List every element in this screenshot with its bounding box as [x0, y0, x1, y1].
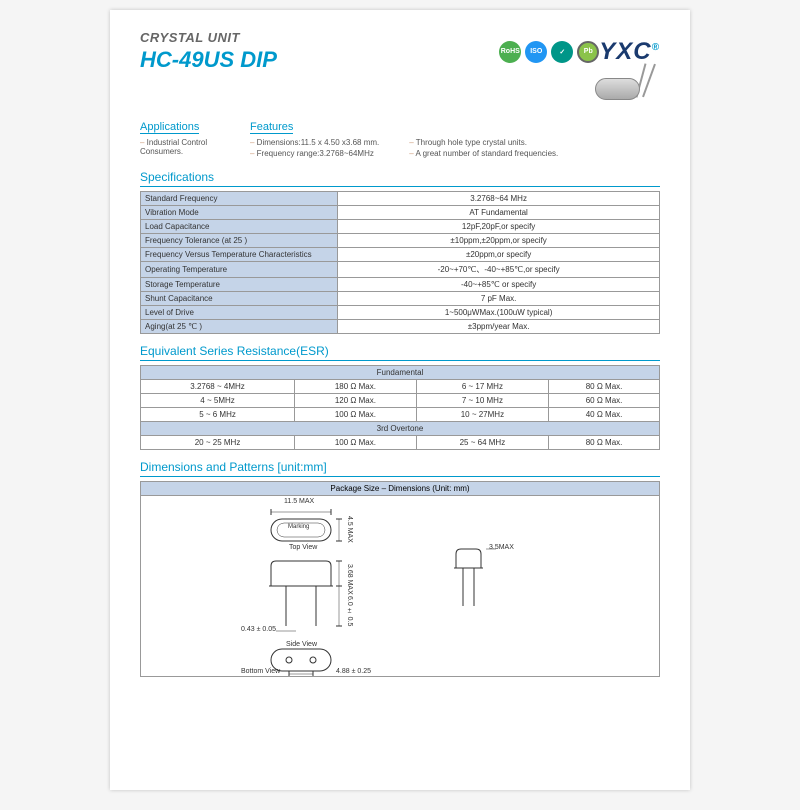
- dim-h2: 3.68 MAX: [346, 564, 353, 595]
- dim-h3: 6.0 ± 0.5: [346, 596, 353, 626]
- esr-overtone-header: 3rd Overtone: [141, 422, 660, 436]
- feature-item: Dimensions:11.5 x 4.50 x3.68 mm.: [250, 138, 379, 147]
- spec-label: Level of Drive: [141, 306, 338, 320]
- spec-label: Storage Temperature: [141, 278, 338, 292]
- spec-value: ±20ppm,or specify: [338, 248, 660, 262]
- esr-cell: 3.2768 ~ 4MHz: [141, 380, 295, 394]
- info-row: Applications Industrial Control Consumer…: [140, 121, 660, 160]
- spec-row: Standard Frequency3.2768~64 MHz: [141, 192, 660, 206]
- iso-icon: ISO: [525, 41, 547, 63]
- esr-row: 20 ~ 25 MHz100 Ω Max.25 ~ 64 MHz80 Ω Max…: [141, 436, 660, 450]
- features-title: Features: [250, 121, 293, 134]
- component-photo: [590, 63, 660, 113]
- bottom-view-label: Bottom View: [241, 668, 280, 675]
- esr-cell: 60 Ω Max.: [549, 394, 660, 408]
- feature-item: Through hole type crystal units.: [409, 138, 558, 147]
- component-photo-row: [140, 73, 660, 113]
- spec-row: Frequency Versus Temperature Characteris…: [141, 248, 660, 262]
- reach-icon: ✓: [551, 41, 573, 63]
- spec-value: 3.2768~64 MHz: [338, 192, 660, 206]
- esr-cell: 180 Ω Max.: [295, 380, 417, 394]
- spec-row: Level of Drive1~500μWMax.(100uW typical): [141, 306, 660, 320]
- esr-cell: 20 ~ 25 MHz: [141, 436, 295, 450]
- dim-width: 11.5 MAX: [284, 498, 314, 505]
- applications-col: Applications Industrial Control Consumer…: [140, 121, 230, 160]
- esr-row: 3.2768 ~ 4MHz180 Ω Max.6 ~ 17 MHz80 Ω Ma…: [141, 380, 660, 394]
- dim-h1: 4.5 MAX: [346, 516, 353, 543]
- dim-pitch: 4.88 ± 0.25: [336, 668, 371, 675]
- spec-row: Shunt Capacitance7 pF Max.: [141, 292, 660, 306]
- spec-label: Frequency Versus Temperature Characteris…: [141, 248, 338, 262]
- dimensions-title: Dimensions and Patterns [unit:mm]: [140, 460, 660, 477]
- spec-label: Shunt Capacitance: [141, 292, 338, 306]
- dimensions-drawing: 11.5 MAX Marking 4.5 MAX Top View 3.68 M…: [141, 496, 659, 676]
- category-label: CRYSTAL UNIT: [140, 30, 499, 45]
- cert-icons: RoHS ISO ✓ Pb: [499, 41, 599, 63]
- datasheet-page: CRYSTAL UNIT HC-49US DIP RoHS ISO ✓ Pb Y…: [110, 10, 690, 790]
- esr-row: 5 ~ 6 MHz100 Ω Max.10 ~ 27MHz40 Ω Max.: [141, 408, 660, 422]
- dim-pinw: 0.43 ± 0.05: [241, 626, 276, 633]
- spec-value: ±3ppm/year Max.: [338, 320, 660, 334]
- esr-fundamental-header: Fundamental: [141, 366, 660, 380]
- model-number: HC-49US DIP: [140, 47, 499, 73]
- esr-cell: 25 ~ 64 MHz: [416, 436, 548, 450]
- specs-table: Standard Frequency3.2768~64 MHzVibration…: [140, 191, 660, 334]
- spec-value: 1~500μWMax.(100uW typical): [338, 306, 660, 320]
- feature-item: A great number of standard frequencies.: [409, 149, 558, 158]
- pb-icon: Pb: [577, 41, 599, 63]
- esr-row: 4 ~ 5MHz120 Ω Max.7 ~ 10 MHz60 Ω Max.: [141, 394, 660, 408]
- spec-label: Vibration Mode: [141, 206, 338, 220]
- dimensions-header: Package Size – Dimensions (Unit: mm): [141, 482, 659, 496]
- feature-item: Frequency range:3.2768~64MHz: [250, 149, 379, 158]
- spec-row: Operating Temperature-20~+70℃、-40~+85℃,o…: [141, 262, 660, 278]
- spec-value: -20~+70℃、-40~+85℃,or specify: [338, 262, 660, 278]
- esr-cell: 100 Ω Max.: [295, 408, 417, 422]
- title-block: CRYSTAL UNIT HC-49US DIP: [140, 30, 499, 73]
- spec-label: Standard Frequency: [141, 192, 338, 206]
- top-view-label: Top View: [289, 544, 317, 551]
- end-view-drawing: [441, 546, 501, 616]
- applications-list: Industrial Control Consumers.: [140, 138, 230, 156]
- spec-row: Aging(at 25 ℃ )±3ppm/year Max.: [141, 320, 660, 334]
- features-col: Features Dimensions:11.5 x 4.50 x3.68 mm…: [250, 121, 660, 160]
- spec-value: AT Fundamental: [338, 206, 660, 220]
- features-list-2: Through hole type crystal units. A great…: [409, 138, 558, 160]
- applications-item: Industrial Control Consumers.: [140, 138, 230, 156]
- spec-value: 12pF,20pF,or specify: [338, 220, 660, 234]
- esr-cell: 10 ~ 27MHz: [416, 408, 548, 422]
- spec-row: Frequency Tolerance (at 25 )±10ppm,±20pp…: [141, 234, 660, 248]
- esr-cell: 100 Ω Max.: [295, 436, 417, 450]
- spec-label: Frequency Tolerance (at 25 ): [141, 234, 338, 248]
- spec-label: Aging(at 25 ℃ ): [141, 320, 338, 334]
- spec-value: -40~+85℃ or specify: [338, 278, 660, 292]
- rohs-icon: RoHS: [499, 41, 521, 63]
- dimensions-box: Package Size – Dimensions (Unit: mm) 11.…: [140, 481, 660, 677]
- applications-title: Applications: [140, 121, 199, 134]
- esr-cell: 40 Ω Max.: [549, 408, 660, 422]
- marking-label: Marking: [288, 524, 309, 530]
- esr-table: Fundamental 3.2768 ~ 4MHz180 Ω Max.6 ~ 1…: [140, 365, 660, 450]
- spec-value: 7 pF Max.: [338, 292, 660, 306]
- header: CRYSTAL UNIT HC-49US DIP RoHS ISO ✓ Pb Y…: [140, 30, 660, 73]
- esr-title: Equivalent Series Resistance(ESR): [140, 344, 660, 361]
- esr-cell: 4 ~ 5MHz: [141, 394, 295, 408]
- esr-cell: 120 Ω Max.: [295, 394, 417, 408]
- spec-row: Storage Temperature-40~+85℃ or specify: [141, 278, 660, 292]
- spec-value: ±10ppm,±20ppm,or specify: [338, 234, 660, 248]
- spec-label: Load Capacitance: [141, 220, 338, 234]
- specs-title: Specifications: [140, 170, 660, 187]
- esr-cell: 5 ~ 6 MHz: [141, 408, 295, 422]
- spec-row: Load Capacitance12pF,20pF,or specify: [141, 220, 660, 234]
- dim-cap: 3.5MAX: [489, 544, 514, 551]
- spec-label: Operating Temperature: [141, 262, 338, 278]
- spec-row: Vibration ModeAT Fundamental: [141, 206, 660, 220]
- esr-cell: 6 ~ 17 MHz: [416, 380, 548, 394]
- esr-cell: 7 ~ 10 MHz: [416, 394, 548, 408]
- brand-logo: YXC®: [599, 38, 660, 66]
- esr-cell: 80 Ω Max.: [549, 436, 660, 450]
- esr-cell: 80 Ω Max.: [549, 380, 660, 394]
- features-list-1: Dimensions:11.5 x 4.50 x3.68 mm. Frequen…: [250, 138, 379, 160]
